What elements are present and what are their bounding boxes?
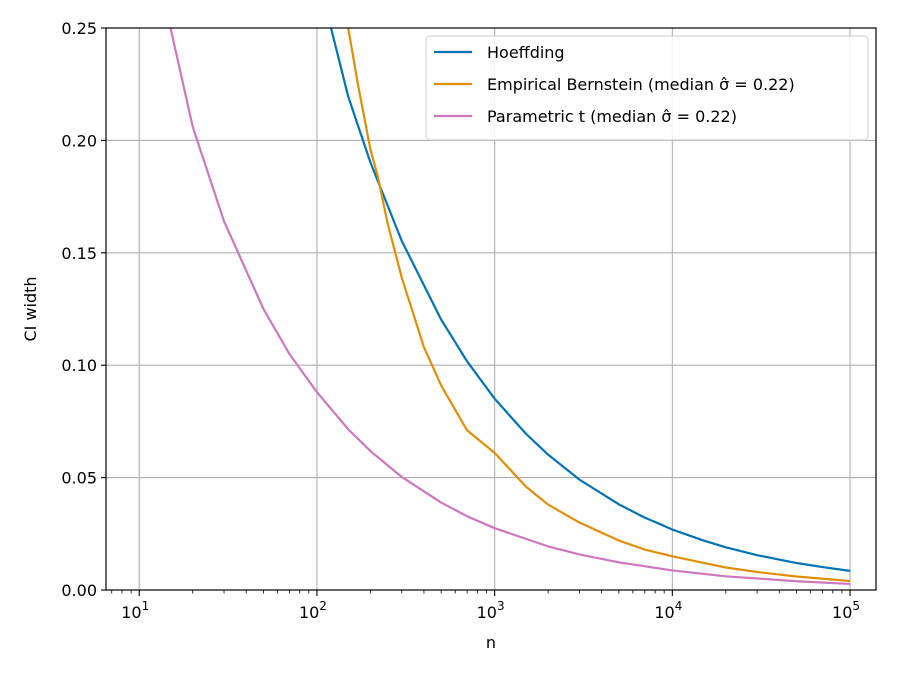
x-tick-exponent: 4: [675, 599, 683, 613]
legend-label-1: Empirical Bernstein (median σ̂ = 0.22): [487, 75, 795, 94]
y-tick-label: 0.15: [61, 244, 97, 263]
y-tick-label: 0.25: [61, 19, 97, 38]
x-axis-ticks: 101 102 103 104 105: [111, 590, 860, 622]
x-tick-label: 102: [299, 599, 327, 622]
y-axis-ticks: 0.00 0.05 0.10 0.15 0.20 0.25: [61, 19, 106, 600]
x-tick-base: 10: [654, 603, 674, 622]
y-tick-label: 0.05: [61, 469, 97, 488]
x-tick-label: 105: [832, 599, 860, 622]
x-tick-label: 101: [121, 599, 149, 622]
x-tick-base: 10: [832, 603, 852, 622]
series-line-1: [347, 27, 851, 583]
x-tick-base: 10: [121, 603, 141, 622]
x-tick-base: 10: [477, 603, 497, 622]
x-tick-exponent: 3: [497, 599, 505, 613]
legend-box: [425, 35, 869, 141]
x-tick-base: 10: [299, 603, 319, 622]
series-line-0: [329, 27, 851, 572]
y-tick-label: 0.00: [61, 581, 97, 600]
plot-frame: [105, 27, 877, 591]
y-tick-label: 0.10: [61, 356, 97, 375]
x-tick-exponent: 2: [319, 599, 327, 613]
x-tick-label: 103: [477, 599, 505, 622]
x-tick-exponent: 1: [142, 599, 150, 613]
x-axis-label: n: [486, 633, 496, 652]
legend-label-0: Hoeffding: [487, 43, 565, 62]
y-tick-label: 0.20: [61, 131, 97, 150]
series-line-2: [169, 27, 851, 586]
legend-label-2: Parametric t (median σ̂ = 0.22): [487, 107, 737, 126]
y-axis-label: CI width: [21, 276, 40, 341]
x-tick-exponent: 5: [852, 599, 860, 613]
series-lines: [169, 27, 851, 586]
x-tick-label: 104: [654, 599, 682, 622]
legend: Hoeffding Empirical Bernstein (median σ̂ …: [425, 35, 869, 141]
